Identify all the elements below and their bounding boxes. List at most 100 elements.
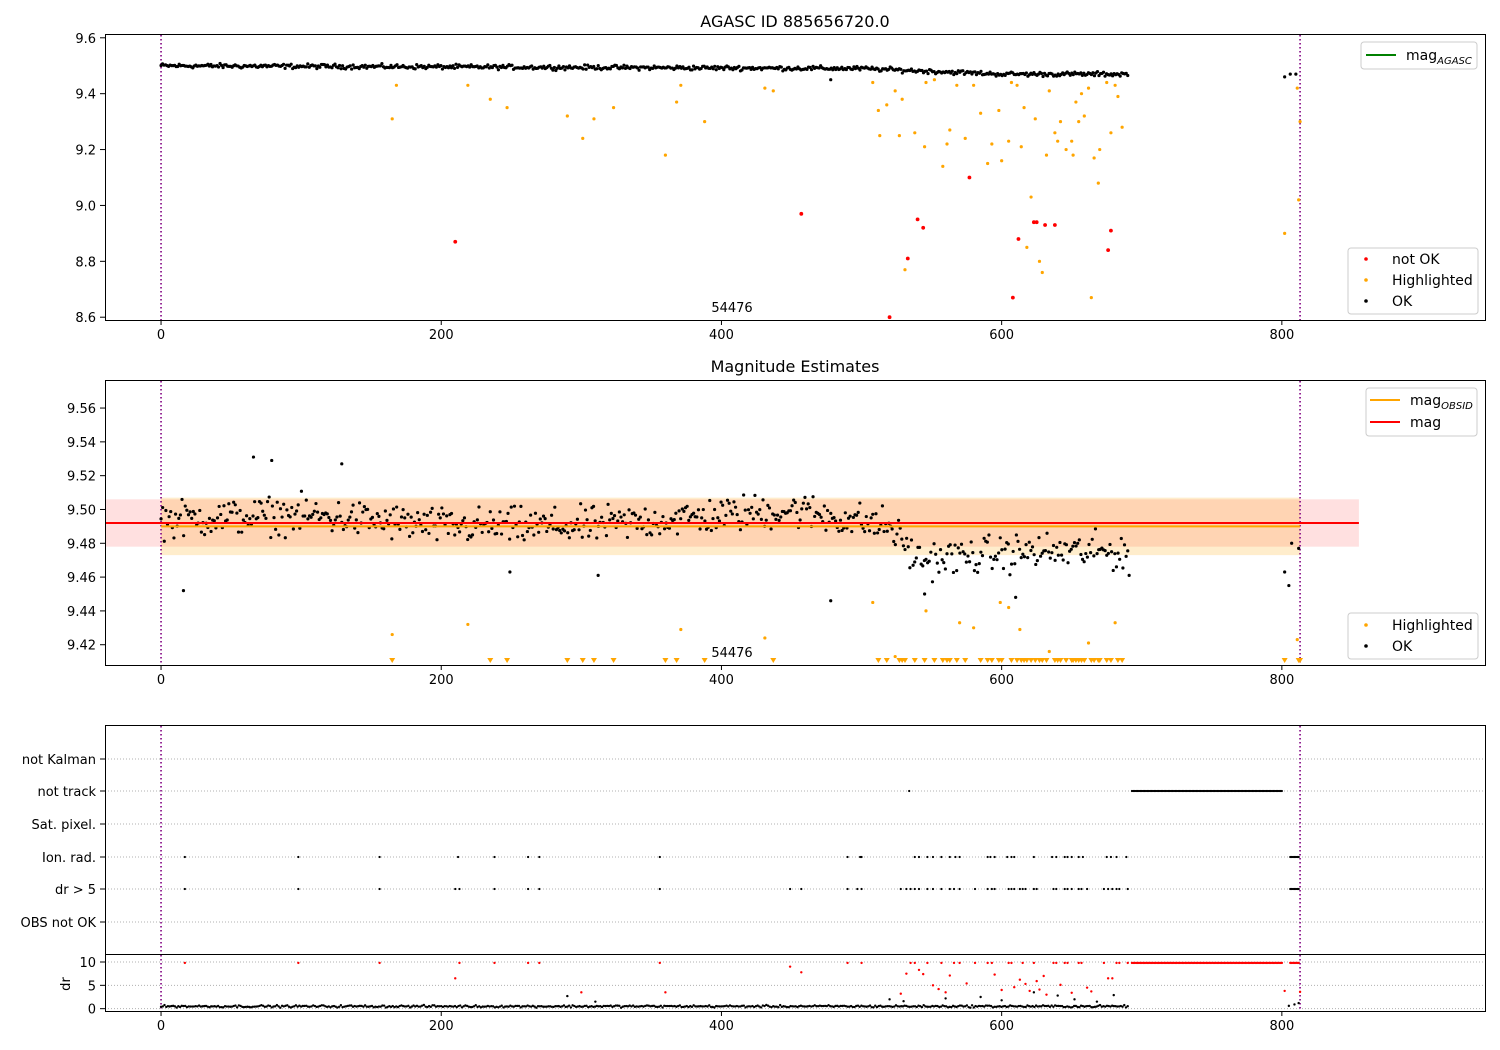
panel1-highlighted-point xyxy=(1077,120,1081,124)
panel4-ok-point xyxy=(785,1005,789,1009)
panel4-ok-point xyxy=(286,1004,289,1007)
panel2-ok-point xyxy=(1021,552,1025,556)
panel2-ok-point xyxy=(315,510,320,514)
panel1-legend-bottom-box xyxy=(1347,247,1479,315)
flag-point xyxy=(1024,887,1027,891)
panel2-highlighted-point xyxy=(972,626,976,630)
panel1-ok-point xyxy=(711,67,715,71)
panel4-ok-point xyxy=(1074,1004,1078,1008)
panel4-ok-point xyxy=(173,1005,177,1008)
panel1-highlighted-point xyxy=(466,83,470,87)
flag-point xyxy=(917,855,921,859)
panel2-ok-point xyxy=(446,531,450,536)
panel2-ok-point xyxy=(309,515,313,519)
panel2-xtick-label-200: 200 xyxy=(429,673,454,688)
panel1-not-ok-point xyxy=(1106,248,1111,253)
panel2-below-range-marker xyxy=(984,658,991,663)
panel2-ok-point xyxy=(559,531,563,535)
panel1-ok-point xyxy=(348,64,352,68)
panel2-ok-point xyxy=(661,514,665,519)
panel4-ok-point xyxy=(436,1005,439,1008)
panel4-not-ok-point xyxy=(1063,961,1066,965)
panel2-ok-point xyxy=(838,518,843,522)
panel2-ok-point xyxy=(1074,544,1078,548)
panel1-highlighted-point xyxy=(581,136,585,140)
panel1-ok-point xyxy=(451,64,455,68)
panel2-ok-point xyxy=(278,507,283,511)
panel2-ok-point xyxy=(867,529,872,533)
panel2-ok-point xyxy=(253,500,257,504)
panel2-ok-point xyxy=(583,508,588,512)
panel4-ok-point xyxy=(1112,1004,1116,1008)
panel1-ok-point xyxy=(561,65,566,69)
panel2-ok-point xyxy=(909,538,914,542)
panel2-ok-point xyxy=(1001,566,1006,571)
panel2-ok-point xyxy=(806,502,810,506)
panel4-ok-point xyxy=(759,1006,763,1009)
panel2-ok-point xyxy=(551,527,555,531)
panel4-ok-point xyxy=(500,1004,503,1007)
legend-highlighted-marker xyxy=(1364,278,1368,282)
panel1-ok-point xyxy=(209,62,213,67)
panel2-ok-point xyxy=(961,550,965,554)
panel1-ytick-label-2: 9.0 xyxy=(75,199,96,214)
flag-point xyxy=(1035,887,1038,891)
panel2-below-range-marker xyxy=(1103,658,1110,663)
flag-point xyxy=(1077,855,1080,859)
panel4-ok-point xyxy=(180,1004,183,1008)
panel2-ok-point xyxy=(577,528,581,532)
panel1-not-ok-point xyxy=(1052,223,1057,227)
panel2-ok-point xyxy=(834,519,838,523)
panel4-ok-point xyxy=(851,1005,854,1009)
panel1-ok-point xyxy=(595,67,599,71)
panel2-ok-point xyxy=(333,518,337,522)
flag-point xyxy=(948,887,951,891)
panel2-ok-point xyxy=(1014,595,1018,599)
panel4-not-ok-point xyxy=(909,961,912,965)
panel2-ok-point xyxy=(441,512,446,516)
panel2-ok-point xyxy=(186,513,191,517)
panel4-ok-point xyxy=(902,1000,905,1003)
panel1-highlighted-point xyxy=(1071,153,1075,157)
panel4-not-ok-point xyxy=(1085,986,1089,989)
panel4-not-ok-point xyxy=(913,961,916,965)
panel4-ok-point xyxy=(661,1006,664,1009)
panel2-ok-point xyxy=(401,508,405,512)
panel4-frame xyxy=(105,954,1486,1012)
panel4-ok-point xyxy=(566,994,569,998)
panel4-ok-point xyxy=(880,1005,884,1008)
panel2-ok-point xyxy=(896,518,901,522)
panel2-ok-point xyxy=(1106,551,1110,556)
panel2-ok-point xyxy=(1066,561,1070,565)
panel4-not-ok-point xyxy=(860,961,863,965)
panel1-ok-point xyxy=(1103,74,1107,78)
panel4-ok-point xyxy=(861,1005,865,1008)
panel4-ok-point xyxy=(459,1004,462,1007)
panel2-ok-point xyxy=(735,512,739,517)
panel2-highlighted-point xyxy=(871,600,875,605)
panel4-ok-point xyxy=(868,1004,872,1007)
panel2-ok-point xyxy=(951,570,956,575)
panel2-ok-point xyxy=(461,519,465,523)
panel2-ok-point xyxy=(905,536,909,540)
panel2-ok-point xyxy=(1089,551,1093,555)
panel2-ok-point xyxy=(922,592,927,596)
panel4-not-ok-point xyxy=(1018,978,1022,981)
panel4-not-ok-point xyxy=(990,961,994,965)
panel4-ok-point xyxy=(965,1004,969,1007)
panel2-ok-point xyxy=(1053,558,1057,562)
panel2-ok-point xyxy=(767,506,772,510)
panel1-ok-point xyxy=(413,67,417,71)
panel2-ok-point xyxy=(1082,560,1086,564)
panel1-ok-point xyxy=(581,67,585,71)
flag-point xyxy=(931,855,935,859)
panel2-ok-point xyxy=(1051,543,1056,548)
panel1-not-ok-point xyxy=(1034,220,1039,225)
panel2-xtick-label-600: 600 xyxy=(989,673,1014,688)
panel1-title: AGASC ID 885656720.0 xyxy=(700,12,889,31)
panel4-ok-point xyxy=(538,1005,541,1008)
panel1-highlighted-point xyxy=(390,117,394,121)
panel2-below-range-marker xyxy=(1096,658,1103,663)
panel4-ok-point xyxy=(664,1004,668,1008)
panel2-ok-point xyxy=(819,515,823,519)
